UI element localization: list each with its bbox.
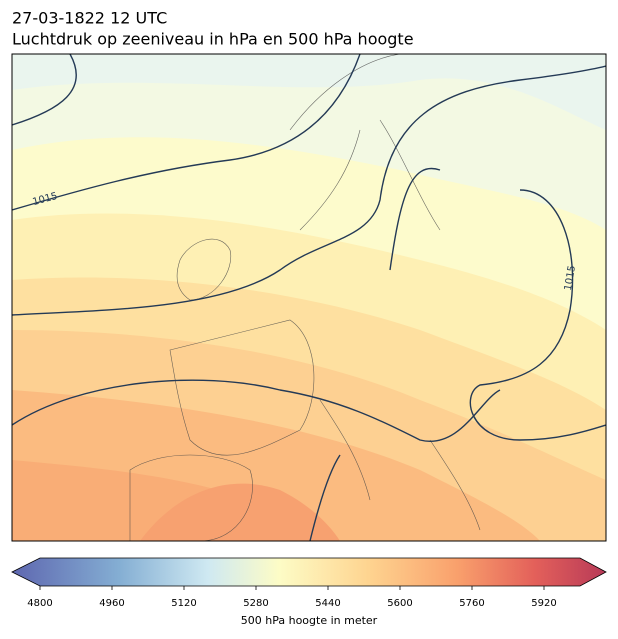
colorbar-tick-label: 5120: [171, 598, 196, 609]
colorbar-tick-label: 5600: [387, 598, 412, 609]
colorbar-tick-label: 5280: [243, 598, 268, 609]
map-frame: [11, 53, 607, 542]
subtitle: Luchtdruk op zeeniveau in hPa en 500 hPa…: [12, 30, 414, 49]
colorbar-tick-label: 5760: [459, 598, 484, 609]
colorbar-tick-label: 4800: [27, 598, 52, 609]
colorbar-tick-label: 5920: [531, 598, 556, 609]
colorbar-tick-label: 5440: [315, 598, 340, 609]
map: 1015 1015: [12, 54, 606, 541]
colorbar-label: 500 hPa hoogte in meter: [241, 614, 378, 627]
contour-label: 1015: [563, 265, 578, 292]
title: 27-03-1822 12 UTC: [12, 9, 167, 28]
colorbar: [11, 557, 607, 587]
colorbar-tick-label: 4960: [99, 598, 124, 609]
